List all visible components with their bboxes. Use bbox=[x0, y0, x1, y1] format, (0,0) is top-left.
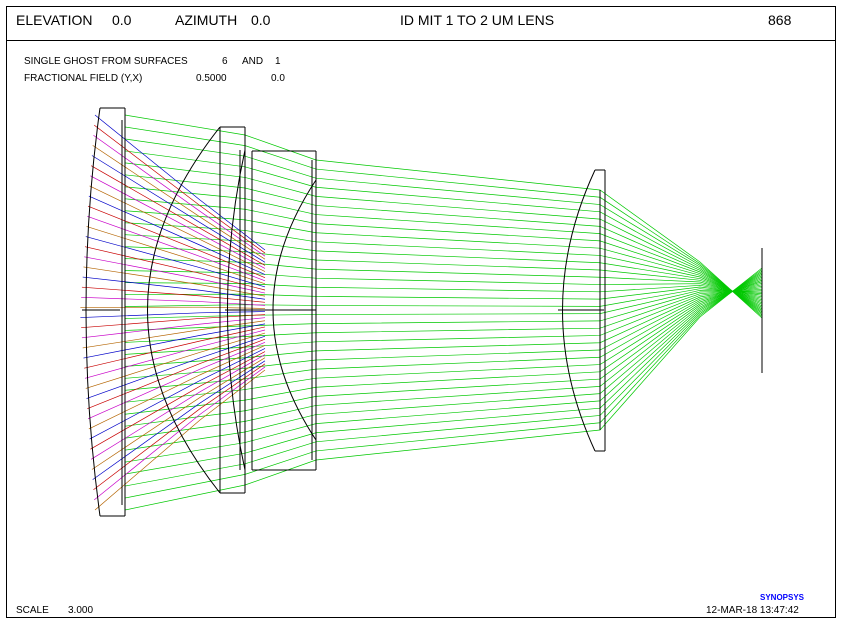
lens-code: 868 bbox=[768, 12, 792, 28]
ghost-ray bbox=[124, 282, 763, 391]
ghost-ray bbox=[124, 270, 763, 299]
ghost-ray bbox=[124, 288, 763, 343]
ghost-surfaces-label: SINGLE GHOST FROM SURFACES bbox=[24, 56, 188, 67]
reflected-ray bbox=[86, 226, 266, 285]
reflected-ray bbox=[87, 341, 266, 420]
reflected-ray bbox=[90, 165, 266, 266]
elevation-value: 0.0 bbox=[112, 12, 132, 28]
fractional-field-label: FRACTIONAL FIELD (Y,X) bbox=[24, 73, 143, 84]
synopsys-logo: SYNOPSYS bbox=[760, 593, 805, 602]
ghost-ray bbox=[124, 150, 763, 314]
ghost-ray bbox=[124, 198, 763, 308]
reflected-ray bbox=[90, 351, 266, 450]
ghost-ray bbox=[124, 186, 763, 310]
lens-element-1 bbox=[85, 107, 126, 517]
reflected-ray bbox=[88, 345, 266, 430]
ghost-ray bbox=[124, 222, 763, 305]
reflected-ray bbox=[81, 296, 266, 306]
reflected-ray bbox=[93, 134, 266, 257]
ghost-ray bbox=[124, 174, 763, 311]
reflected-ray bbox=[92, 360, 266, 480]
ghost-ray bbox=[124, 279, 763, 415]
ghost-ray bbox=[124, 269, 763, 499]
ghost-ray bbox=[124, 275, 763, 451]
timestamp: 12-MAR-18 13:47:42 bbox=[706, 605, 799, 616]
reflected-ray bbox=[81, 314, 266, 329]
reflected-ray bbox=[84, 329, 266, 379]
ghost-ray bbox=[124, 246, 763, 302]
reflected-ray bbox=[90, 175, 266, 269]
ghost-ray bbox=[124, 282, 763, 298]
ghost-ray bbox=[124, 284, 763, 379]
lens-title: ID MIT 1 TO 2 UM LENS bbox=[400, 12, 555, 28]
reflected-ray bbox=[84, 256, 266, 294]
ray-traces bbox=[80, 114, 763, 511]
reflected-ray bbox=[94, 124, 266, 254]
reflected-ray bbox=[94, 114, 266, 251]
ghost-ray bbox=[124, 287, 763, 355]
fractional-field-x: 0.0 bbox=[271, 73, 285, 84]
elevation-label: ELEVATION bbox=[16, 12, 93, 28]
ghost-ray bbox=[124, 114, 763, 319]
reflected-ray bbox=[84, 326, 266, 369]
ghost-ray bbox=[124, 162, 763, 313]
ghost-ray bbox=[124, 276, 763, 439]
ghost-ray bbox=[124, 258, 763, 301]
reflected-ray bbox=[91, 155, 266, 263]
header-divider bbox=[6, 40, 836, 41]
reflected-ray bbox=[88, 195, 266, 275]
plot-frame bbox=[6, 6, 836, 618]
ghost-ray bbox=[124, 210, 763, 307]
scale-value: 3.000 bbox=[68, 605, 94, 616]
reflected-ray bbox=[94, 366, 266, 501]
ghost-ray bbox=[124, 289, 763, 319]
ghost-and-label: AND bbox=[242, 56, 264, 67]
ghost-ray bbox=[124, 272, 763, 475]
scale-label: SCALE bbox=[16, 605, 49, 616]
reflected-ray bbox=[84, 246, 266, 291]
ghost-ray bbox=[124, 273, 763, 463]
reflected-ray bbox=[94, 369, 266, 511]
ghost-ray bbox=[124, 281, 763, 403]
azimuth-value: 0.0 bbox=[251, 12, 271, 28]
fractional-field-y: 0.5000 bbox=[196, 73, 227, 84]
reflected-ray bbox=[85, 236, 266, 288]
ghost-ray bbox=[124, 278, 763, 427]
ghost-ray bbox=[124, 267, 763, 511]
ghost-surface-b: 1 bbox=[275, 56, 281, 67]
reflected-ray bbox=[91, 357, 266, 470]
ghost-ray bbox=[124, 270, 763, 487]
reflected-ray bbox=[90, 354, 266, 460]
reflected-ray bbox=[89, 348, 266, 440]
ghost-ray bbox=[124, 126, 763, 317]
reflected-ray bbox=[92, 145, 266, 260]
ghost-ray bbox=[124, 286, 763, 300]
reflected-ray bbox=[80, 311, 266, 318]
reflected-ray bbox=[80, 306, 266, 309]
ghost-ray bbox=[124, 138, 763, 316]
reflected-ray bbox=[93, 363, 266, 491]
ghost-surface-a: 6 bbox=[222, 56, 228, 67]
reflected-ray bbox=[86, 335, 266, 399]
reflected-ray bbox=[81, 286, 266, 303]
reflected-ray bbox=[81, 317, 266, 339]
ghost-ray bbox=[124, 290, 763, 331]
reflected-ray bbox=[89, 185, 266, 272]
azimuth-label: AZIMUTH bbox=[175, 12, 238, 28]
reflected-ray bbox=[85, 332, 266, 389]
ghost-ray bbox=[124, 234, 763, 304]
ghost-ray bbox=[124, 288, 763, 307]
lens-elements bbox=[82, 107, 763, 517]
